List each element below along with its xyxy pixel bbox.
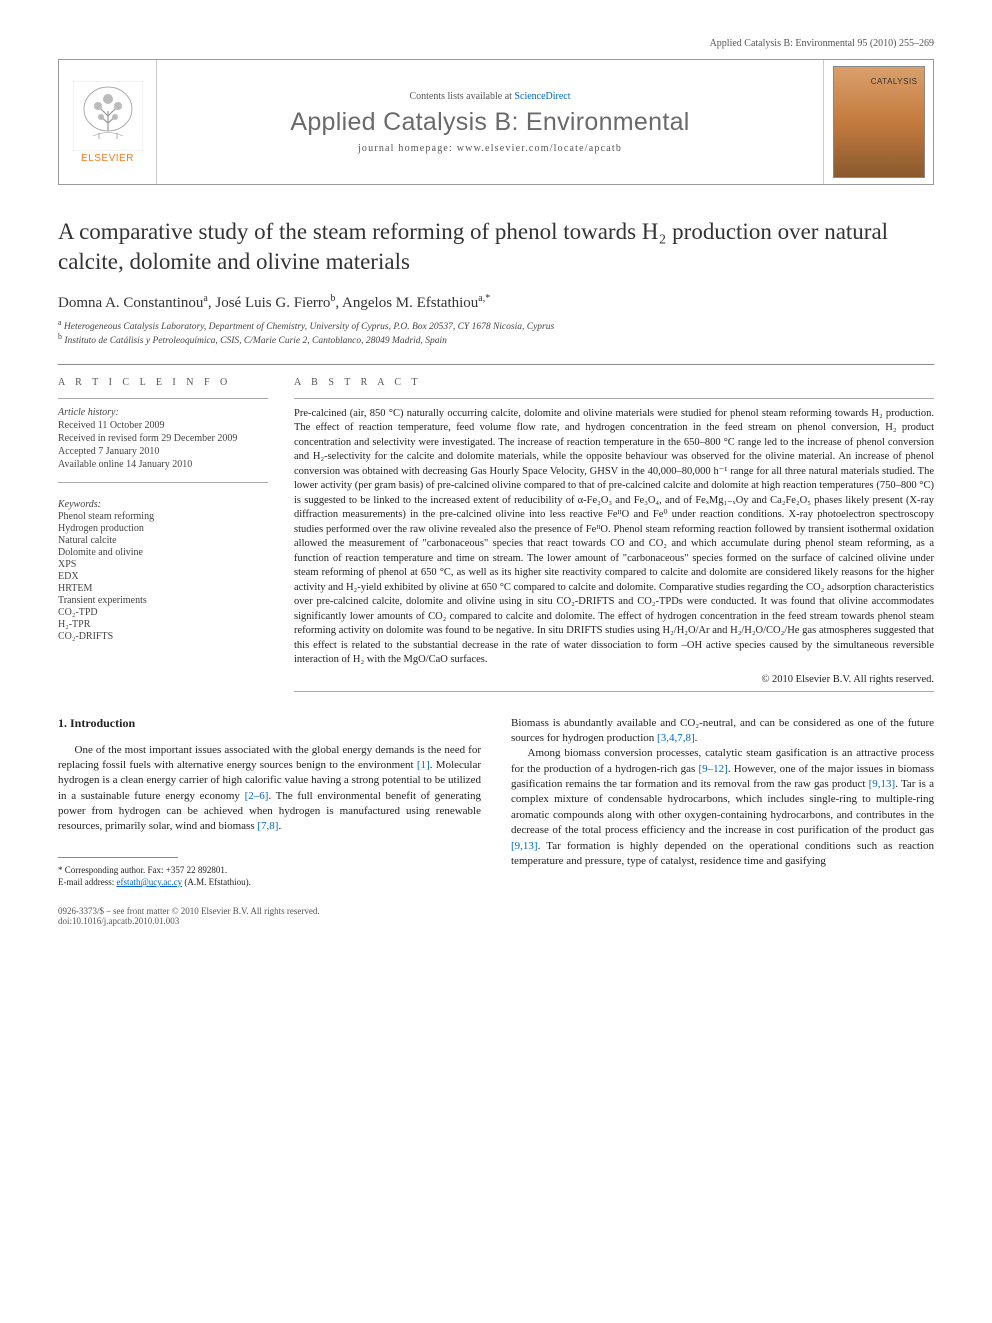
publisher-name: ELSEVIER [81,153,134,164]
keyword: CO₂-TPD [58,607,268,618]
keyword: Transient experiments [58,595,268,606]
citation-link[interactable]: [2–6] [245,790,269,802]
affil-b-text: Instituto de Catálisis y Petroleoquímica… [64,336,447,346]
history-label: Article history: [58,407,268,418]
article-title: A comparative study of the steam reformi… [58,217,934,277]
history-received: Received 11 October 2009 [58,420,268,431]
intro-text: . Tar formation is highly depended on th… [511,840,934,867]
keyword: Hydrogen production [58,523,268,534]
keyword: HRTEM [58,583,268,594]
info-divider-2 [58,482,268,483]
abstract-heading: A B S T R A C T [294,377,934,388]
article-history: Article history: Received 11 October 200… [58,407,268,470]
keyword: XPS [58,559,268,570]
left-column: 1. Introduction One of the most importan… [58,716,481,889]
keyword: Dolomite and olivine [58,547,268,558]
footnote-email-label: E-mail address: [58,877,116,887]
keyword: Natural calcite [58,535,268,546]
body-two-columns: 1. Introduction One of the most importan… [58,716,934,889]
keyword: Phenol steam reforming [58,511,268,522]
history-online: Available online 14 January 2010 [58,459,268,470]
abstract-bottom-divider [294,691,934,692]
contents-list-line: Contents lists available at ScienceDirec… [157,91,823,102]
masthead-center: Contents lists available at ScienceDirec… [157,60,823,184]
keyword: CO₂-DRIFTS [58,631,268,642]
intro-text: . [695,732,698,744]
journal-homepage: journal homepage: www.elsevier.com/locat… [157,143,823,154]
keyword: H₂-TPR [58,619,268,630]
elsevier-tree-icon [73,81,143,151]
abstract-copyright: © 2010 Elsevier B.V. All rights reserved… [294,674,934,685]
article-info-column: A R T I C L E I N F O Article history: R… [58,377,268,692]
history-revised: Received in revised form 29 December 200… [58,433,268,444]
right-column: Biomass is abundantly available and CO₂-… [511,716,934,889]
intro-paragraph-1: One of the most important issues associa… [58,743,481,835]
footer-doi: doi:10.1016/j.apcatb.2010.01.003 [58,916,934,926]
author-1: Domna A. Constantinou [58,295,203,311]
citation-link[interactable]: [9,13] [511,840,538,852]
cover-thumb-block: CATALYSIS [823,60,933,184]
abstract-divider [294,398,934,399]
abstract-text: Pre-calcined (air, 850 °C) naturally occ… [294,407,934,668]
history-accepted: Accepted 7 January 2010 [58,446,268,457]
keywords-label: Keywords: [58,499,268,510]
info-divider [58,398,268,399]
footer-issn: 0926-3373/$ – see front matter © 2010 El… [58,906,934,916]
footnote-fax: * Corresponding author. Fax: +357 22 892… [58,864,481,876]
article-info-heading: A R T I C L E I N F O [58,377,268,388]
citation-link[interactable]: [3,4,7,8] [657,732,695,744]
citation-link[interactable]: [1] [417,759,430,771]
contents-prefix: Contents lists available at [409,91,514,102]
citation-link[interactable]: [7,8] [257,820,278,832]
section-1-heading: 1. Introduction [58,716,481,731]
keywords-block: Keywords: Phenol steam reforming Hydroge… [58,499,268,642]
journal-cover-thumbnail: CATALYSIS [833,66,925,178]
journal-name: Applied Catalysis B: Environmental [157,108,823,137]
author-list: Domna A. Constantinoua, José Luis G. Fie… [58,295,934,312]
intro-text: Biomass is abundantly available and CO₂-… [511,717,934,744]
citation-link[interactable]: [9,13] [869,778,896,790]
corresponding-author-footnote: * Corresponding author. Fax: +357 22 892… [58,864,481,888]
author-3-affil: a,* [478,293,490,304]
cover-thumb-title: CATALYSIS [871,77,918,86]
affil-a-text: Heterogeneous Catalysis Laboratory, Depa… [64,322,554,332]
intro-text: . [278,820,281,832]
citation-link[interactable]: [9–12] [698,763,727,775]
author-2: , José Luis G. Fierro [208,295,331,311]
sciencedirect-link[interactable]: ScienceDirect [514,91,570,102]
running-header: Applied Catalysis B: Environmental 95 (2… [58,38,934,49]
affiliation-b: b Instituto de Catálisis y Petroleoquími… [58,336,934,346]
abstract-column: A B S T R A C T Pre-calcined (air, 850 °… [294,377,934,692]
keyword: EDX [58,571,268,582]
intro-paragraph-2: Biomass is abundantly available and CO₂-… [511,716,934,870]
publisher-logo-block: ELSEVIER [59,60,157,184]
affiliation-a: a Heterogeneous Catalysis Laboratory, De… [58,322,934,332]
divider [58,364,934,365]
corresponding-email-link[interactable]: efstath@ucy.ac.cy [116,877,182,887]
footnote-email-suffix: (A.M. Efstathiou). [182,877,251,887]
page-footer: 0926-3373/$ – see front matter © 2010 El… [58,906,934,926]
author-3: , Angelos M. Efstathiou [335,295,478,311]
footnote-rule [58,857,178,858]
journal-masthead: ELSEVIER Contents lists available at Sci… [58,59,934,185]
